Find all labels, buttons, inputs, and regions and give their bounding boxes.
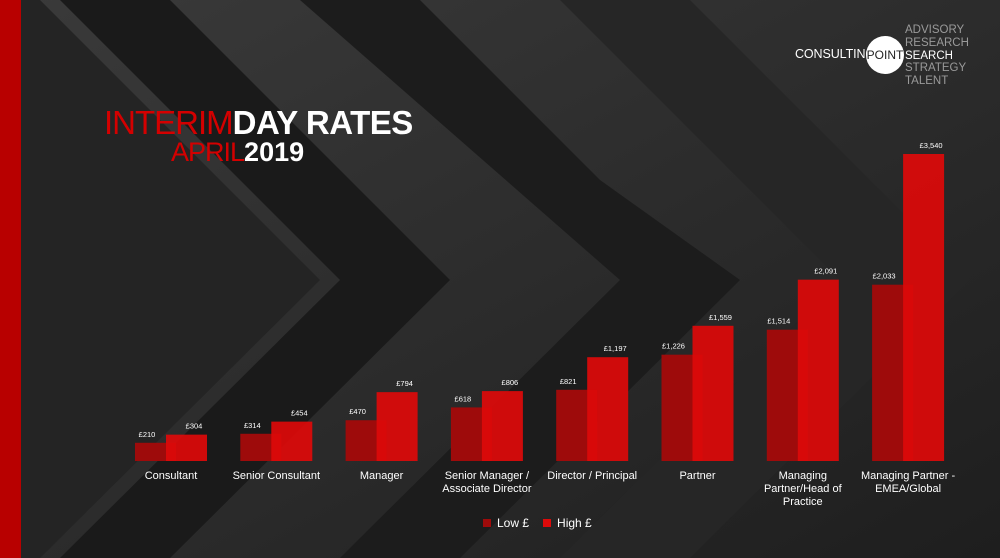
data-label-high-0: £304	[186, 422, 203, 431]
data-label-high-2: £794	[396, 379, 413, 388]
brand-circle: POINT	[866, 36, 904, 74]
legend-swatch-high	[543, 519, 552, 527]
legend-label-low: Low £	[497, 516, 530, 530]
bar-high-0	[166, 434, 207, 461]
category-label-6-1: Partner/Head of	[764, 483, 843, 495]
category-label-7-1: EMEA/Global	[875, 483, 941, 495]
subtitle-april: APRIL	[171, 137, 245, 167]
data-label-high-6: £2,091	[814, 267, 837, 276]
legend-swatch-low	[483, 519, 491, 527]
category-label-7-0: Managing Partner -	[861, 470, 955, 482]
bar-high-7	[903, 154, 945, 461]
brand-service-talent: TALENT	[905, 75, 949, 88]
bar-low-0	[135, 442, 176, 461]
title-day-rates: DAY RATES	[232, 104, 414, 141]
brand-circle-word: POINT	[866, 48, 904, 62]
bar-high-1	[271, 421, 313, 461]
brand-service-strategy: STRATEGY	[905, 62, 967, 75]
brand-name: CONSULTING	[795, 47, 876, 61]
chart-legend: Low £ High £	[483, 516, 592, 530]
category-label-3-1: Associate Director	[442, 483, 532, 495]
category-label-6-2: Practice	[783, 496, 823, 508]
data-label-low-5: £1,226	[662, 342, 685, 351]
data-label-high-3: £806	[502, 378, 519, 387]
data-label-low-0: £210	[139, 430, 156, 439]
page-subtitle: APRIL2019	[171, 136, 304, 168]
bar-high-3	[481, 391, 523, 461]
subtitle-year: 2019	[244, 137, 305, 167]
bar-high-6	[797, 279, 839, 461]
category-label-1-0: Senior Consultant	[233, 470, 320, 482]
category-label-3-0: Senior Manager /	[445, 470, 530, 482]
bar-high-5	[692, 325, 734, 461]
page-title: INTERIMDAY RATES	[104, 104, 413, 142]
category-label-4-0: Director / Principal	[547, 470, 637, 482]
data-label-low-3: £618	[455, 394, 472, 403]
legend-item-high: High £	[543, 516, 592, 530]
data-label-high-7: £3,540	[920, 141, 943, 150]
left-accent-bar	[0, 0, 21, 558]
brand-service-research: RESEARCH	[905, 36, 969, 49]
category-label-2-0: Manager	[360, 470, 404, 482]
data-label-high-4: £1,197	[604, 344, 627, 353]
category-label-5-0: Partner	[679, 470, 715, 482]
bar-high-2	[376, 392, 418, 461]
brand-services: ADVISORY RESEARCH SEARCH STRATEGY TALENT	[905, 24, 969, 88]
data-label-low-4: £821	[560, 377, 577, 386]
bar-high-4	[587, 357, 629, 461]
data-label-low-6: £1,514	[767, 317, 790, 326]
data-label-low-7: £2,033	[873, 272, 896, 281]
data-label-high-1: £454	[291, 409, 308, 418]
brand-service-search: SEARCH	[905, 49, 953, 62]
title-interim: INTERIM	[104, 104, 234, 141]
brand-service-advisory: ADVISORY	[905, 24, 965, 36]
legend-label-high: High £	[557, 516, 592, 530]
category-label-6-0: Managing	[779, 470, 827, 482]
data-label-low-2: £470	[349, 407, 366, 416]
category-label-0-0: Consultant	[145, 470, 198, 482]
data-label-high-5: £1,559	[709, 313, 732, 322]
legend-item-low: Low £	[483, 516, 529, 530]
data-label-low-1: £314	[244, 421, 261, 430]
